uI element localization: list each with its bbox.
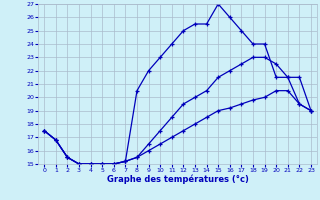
X-axis label: Graphe des températures (°c): Graphe des températures (°c) (107, 175, 249, 184)
